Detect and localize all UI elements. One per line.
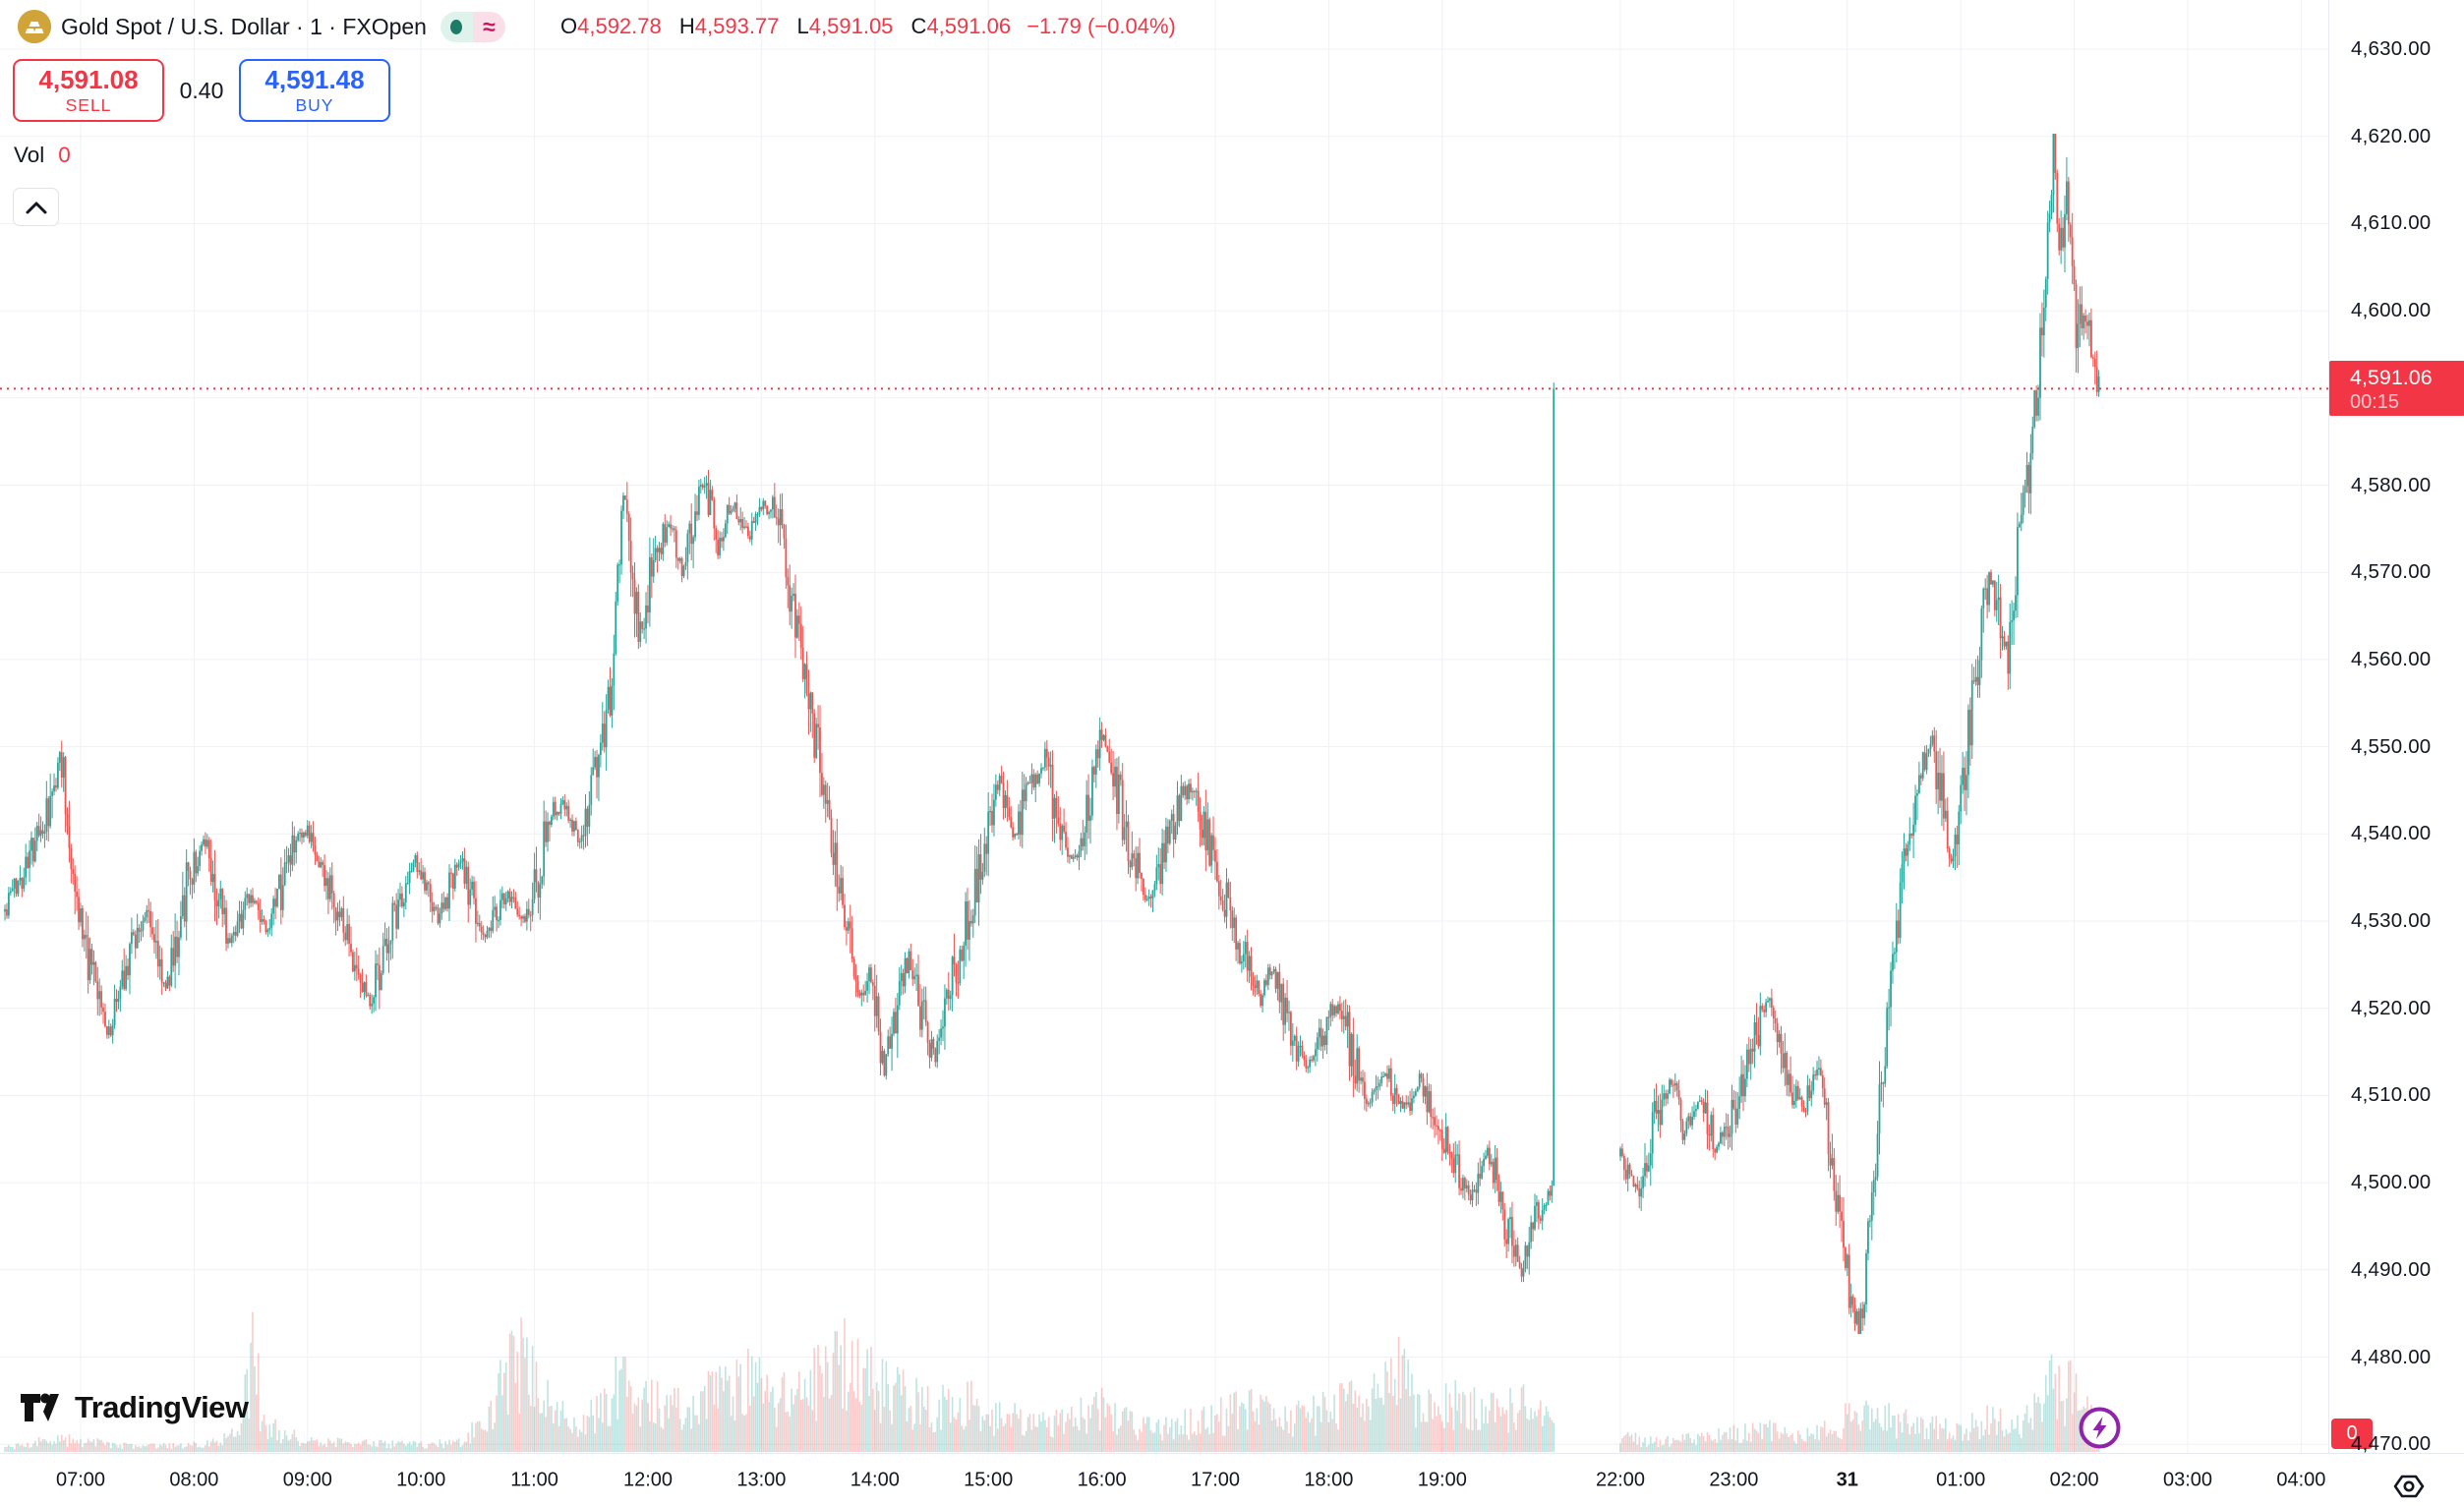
time-tick-label: 04:00 <box>2276 1469 2326 1490</box>
delayed-data-icon: ≈ <box>472 11 505 42</box>
high-value: 4,593.77 <box>694 14 780 38</box>
tradingview-logo[interactable]: TradingView <box>20 1388 249 1427</box>
time-tick-label: 10:00 <box>396 1469 446 1490</box>
market-open-dot-icon <box>440 11 473 42</box>
volume-axis-value-tag: 0 <box>2331 1419 2373 1449</box>
price-tick-label: 4,580.00 <box>2351 473 2432 496</box>
lightning-icon[interactable] <box>2078 1406 2122 1450</box>
volume-value: 0 <box>58 143 71 167</box>
price-tick-label: 4,600.00 <box>2351 299 2432 322</box>
chevron-up-icon <box>26 202 46 213</box>
volume-label: Vol <box>14 143 45 167</box>
buy-label: BUY <box>295 94 334 115</box>
time-tick-label: 19:00 <box>1417 1469 1467 1490</box>
open-label: O <box>559 14 578 38</box>
low-label: L <box>796 14 809 38</box>
time-tick-label: 11:00 <box>510 1469 558 1490</box>
tradingview-logo-text: TradingView <box>75 1390 249 1424</box>
price-tick-label: 4,610.00 <box>2351 211 2432 235</box>
high-label: H <box>678 14 695 38</box>
time-tick-label: 17:00 <box>1190 1469 1241 1490</box>
time-tick-label: 15:00 <box>964 1469 1014 1490</box>
change-value: −1.79 (−0.04%) <box>1027 14 1176 38</box>
time-axis[interactable]: 07:00 08:00 09:00 10:00 11:00 12:00 13:00 14:00… <box>0 1453 2464 1506</box>
buy-price: 4,591.48 <box>264 64 365 94</box>
time-tick-label: 22:00 <box>1595 1469 1646 1490</box>
buy-button[interactable]: 4,591.48 BUY <box>239 59 390 122</box>
volume-legend: Vol 0 <box>14 143 71 168</box>
close-value: 4,591.06 <box>926 14 1012 38</box>
price-tick-label: 4,530.00 <box>2351 909 2432 932</box>
volume-bars <box>4 1311 2100 1452</box>
sell-label: SELL <box>65 94 112 115</box>
time-tick-label: 07:00 <box>55 1469 106 1490</box>
time-tick-label: 08:00 <box>169 1469 219 1490</box>
price-tick-label: 4,560.00 <box>2351 647 2432 670</box>
axis-settings-icon[interactable] <box>2391 1469 2427 1504</box>
price-axis[interactable]: 4,591.06 00:15 0 4,630.00 4,620.00 4,610.0… <box>2328 0 2464 1456</box>
price-tick-label: 4,510.00 <box>2351 1083 2432 1107</box>
grid <box>0 0 2328 1453</box>
legend: Gold Spot / U.S. Dollar · 1 · FXOpen ≈ O… <box>18 8 1176 45</box>
price-tick-label: 4,520.00 <box>2351 996 2432 1019</box>
price-tick-label: 4,620.00 <box>2351 124 2432 147</box>
market-status-pills[interactable]: ≈ <box>440 11 505 42</box>
time-tick-label: 02:00 <box>2049 1469 2099 1490</box>
sell-price: 4,591.08 <box>38 64 139 94</box>
time-tick-label: 01:00 <box>1936 1469 1986 1490</box>
price-tick-label: 4,500.00 <box>2351 1171 2432 1194</box>
time-tick-label: 18:00 <box>1304 1469 1354 1490</box>
open-value: 4,592.78 <box>577 14 662 38</box>
time-tick-label: 16:00 <box>1077 1469 1127 1490</box>
symbol-title[interactable]: Gold Spot / U.S. Dollar · 1 · FXOpen <box>61 13 427 39</box>
price-tick-label: 4,480.00 <box>2351 1345 2432 1368</box>
ohlc-values: O4,592.78 H4,593.77 L4,591.05 C4,591.06 … <box>560 14 1176 39</box>
low-value: 4,591.05 <box>808 14 894 38</box>
price-tick-label: 4,630.00 <box>2351 37 2432 60</box>
spread-value: 0.40 <box>179 77 224 103</box>
bar-countdown: 00:15 <box>2350 391 2400 414</box>
time-tick-label: 31 <box>1836 1469 1858 1490</box>
candles <box>4 133 2100 1335</box>
time-tick-label: 09:00 <box>282 1469 332 1490</box>
price-tick-label: 4,540.00 <box>2351 822 2432 845</box>
chart-canvas[interactable] <box>0 0 2328 1453</box>
time-tick-label: 14:00 <box>850 1469 900 1490</box>
time-tick-label: 03:00 <box>2162 1469 2213 1490</box>
time-tick-label: 12:00 <box>622 1469 674 1490</box>
tradingview-mark-icon <box>21 1393 59 1421</box>
last-price-value: 4,591.06 <box>2350 366 2433 390</box>
price-tick-label: 4,470.00 <box>2351 1432 2432 1456</box>
collapse-legend-button[interactable] <box>13 188 59 226</box>
close-label: C <box>910 14 927 38</box>
price-tick-label: 4,570.00 <box>2351 560 2432 584</box>
time-tick-label: 23:00 <box>1709 1469 1759 1490</box>
trade-panel: 4,591.08 SELL 0.40 4,591.48 BUY <box>13 59 390 122</box>
last-price-tag[interactable]: 4,591.06 00:15 <box>2329 361 2464 417</box>
price-tick-label: 4,550.00 <box>2351 734 2432 758</box>
time-tick-label: 13:00 <box>736 1469 787 1490</box>
gold-bars-icon <box>18 10 51 43</box>
price-tick-label: 4,490.00 <box>2351 1257 2432 1281</box>
sell-button[interactable]: 4,591.08 SELL <box>13 59 164 122</box>
